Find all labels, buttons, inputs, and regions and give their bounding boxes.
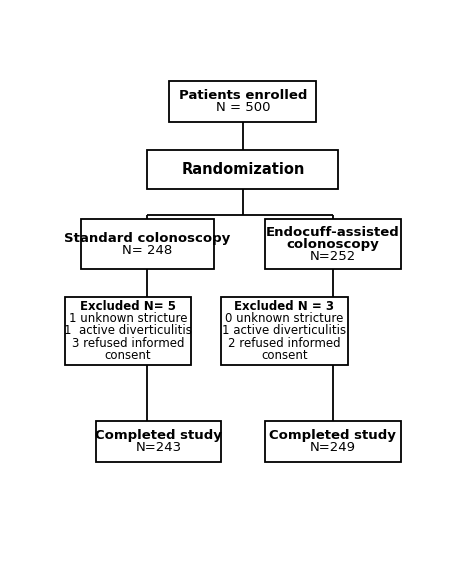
Text: Standard colonoscopy: Standard colonoscopy bbox=[64, 231, 230, 245]
Text: Patients enrolled: Patients enrolled bbox=[179, 88, 307, 101]
Text: 3 refused informed: 3 refused informed bbox=[72, 337, 184, 350]
Text: 0 unknown stricture: 0 unknown stricture bbox=[225, 312, 344, 325]
FancyBboxPatch shape bbox=[96, 421, 221, 462]
Text: Endocuff-assisted: Endocuff-assisted bbox=[266, 226, 400, 239]
Text: 1  active diverticulitis: 1 active diverticulitis bbox=[64, 324, 192, 337]
Text: Excluded N = 3: Excluded N = 3 bbox=[234, 300, 334, 313]
Text: Excluded N= 5: Excluded N= 5 bbox=[80, 300, 176, 313]
FancyBboxPatch shape bbox=[265, 219, 401, 269]
FancyBboxPatch shape bbox=[147, 150, 338, 189]
Text: Completed study: Completed study bbox=[95, 429, 222, 442]
Text: N = 500: N = 500 bbox=[216, 101, 270, 114]
FancyBboxPatch shape bbox=[169, 81, 316, 122]
FancyBboxPatch shape bbox=[82, 219, 213, 269]
Text: 2 refused informed: 2 refused informed bbox=[228, 337, 340, 350]
Text: N= 248: N= 248 bbox=[122, 244, 173, 257]
FancyBboxPatch shape bbox=[221, 297, 347, 364]
Text: N=252: N=252 bbox=[310, 250, 356, 263]
Text: 1 active diverticulitis: 1 active diverticulitis bbox=[222, 324, 346, 337]
FancyBboxPatch shape bbox=[65, 297, 191, 364]
Text: consent: consent bbox=[261, 348, 308, 361]
Text: N=249: N=249 bbox=[310, 441, 356, 454]
FancyBboxPatch shape bbox=[265, 421, 401, 462]
Text: 1 unknown stricture: 1 unknown stricture bbox=[69, 312, 187, 325]
Text: Randomization: Randomization bbox=[181, 162, 305, 177]
Text: colonoscopy: colonoscopy bbox=[287, 238, 379, 251]
Text: Completed study: Completed study bbox=[270, 429, 396, 442]
Text: consent: consent bbox=[105, 348, 151, 361]
Text: N=243: N=243 bbox=[136, 441, 182, 454]
